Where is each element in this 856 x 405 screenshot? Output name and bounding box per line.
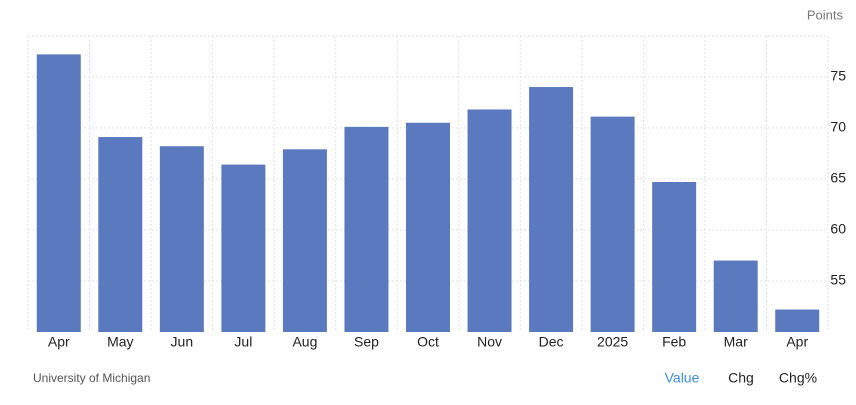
x-tick-label: Jun bbox=[171, 334, 194, 350]
bar bbox=[344, 126, 389, 333]
bar bbox=[406, 122, 450, 332]
bar bbox=[159, 146, 204, 332]
x-tick-label: Jul bbox=[234, 334, 252, 350]
x-tick-label: Dec bbox=[539, 334, 564, 350]
x-tick-label: May bbox=[107, 334, 133, 350]
bar bbox=[98, 137, 143, 332]
source: University of Michigan bbox=[33, 371, 150, 385]
x-tick-label: Feb bbox=[662, 334, 686, 350]
y-tick-label: 70 bbox=[830, 119, 846, 135]
change-button[interactable]: Chg bbox=[728, 370, 754, 386]
unit-label: Points bbox=[807, 7, 844, 22]
value-button[interactable]: Value bbox=[665, 370, 700, 386]
x-tick-label: Apr bbox=[48, 334, 70, 350]
x-tick-label: Oct bbox=[417, 334, 439, 350]
bar bbox=[775, 309, 820, 332]
bar bbox=[36, 54, 81, 333]
x-tick-label: Aug bbox=[292, 334, 317, 350]
bar bbox=[590, 116, 635, 332]
bar bbox=[713, 260, 758, 332]
y-tick-label: 65 bbox=[830, 170, 846, 186]
bar bbox=[282, 149, 327, 332]
change-percent-button[interactable]: Chg% bbox=[779, 370, 817, 386]
y-tick-label: 75 bbox=[830, 68, 846, 84]
x-tick-label: Mar bbox=[724, 334, 748, 350]
x-tick-label: Sep bbox=[354, 334, 379, 350]
y-tick-label: 60 bbox=[830, 221, 846, 237]
bar bbox=[529, 87, 574, 332]
x-tick-label: Nov bbox=[477, 334, 502, 350]
x-tick-label: Apr bbox=[786, 334, 808, 350]
x-tick-label: 2025 bbox=[597, 334, 628, 350]
bar bbox=[652, 181, 697, 332]
bar bbox=[467, 109, 512, 332]
y-tick-label: 55 bbox=[830, 272, 846, 288]
bar bbox=[221, 164, 266, 332]
